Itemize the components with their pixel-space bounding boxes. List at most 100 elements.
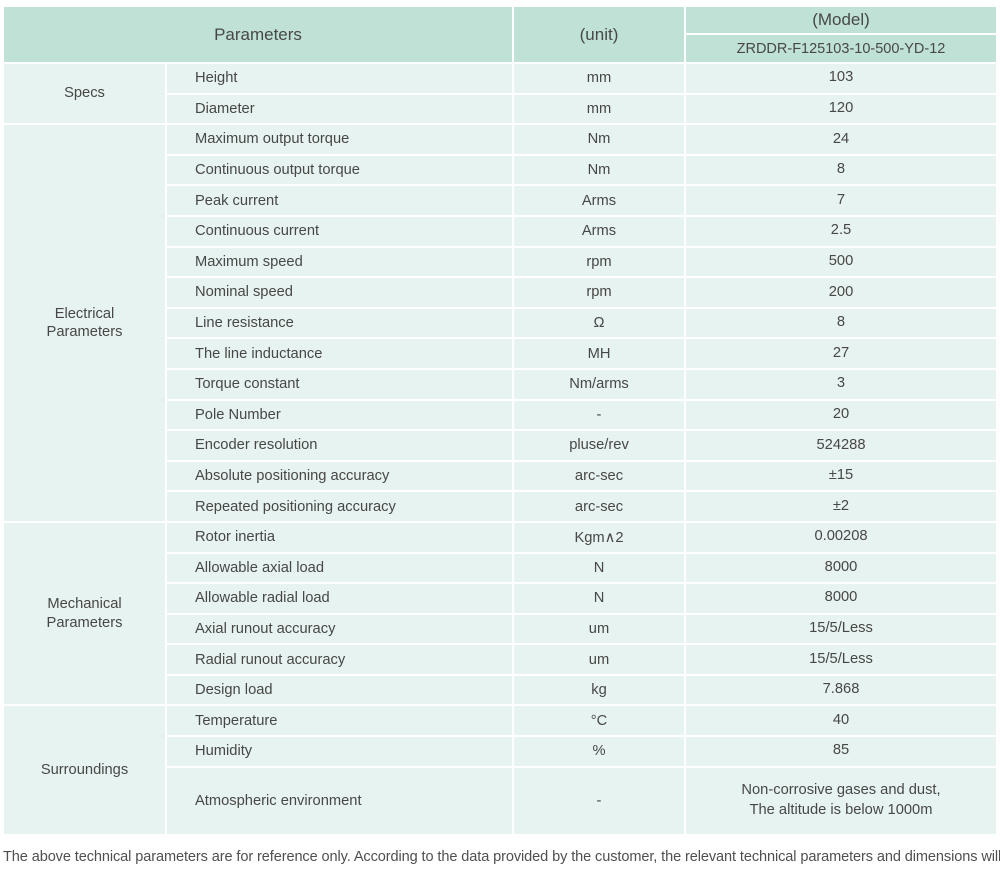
unit-value: mm [514,64,684,93]
model-value: 103 [686,64,996,93]
unit-value: MH [514,339,684,368]
unit-value: N [514,584,684,613]
unit-value: - [514,400,684,430]
parameter-name: Repeated positioning accuracy [167,492,512,521]
table-row: Repeated positioning accuracy arc-sec ±2 [4,492,996,521]
table-body: Specs Height mm 103 Diameter mm 120 Electrical … [4,64,996,834]
unit-value: Ω [514,308,684,338]
table-row: Electrical Parameters Maximum output torq… [4,125,996,521]
model-value: Non-corrosive gases and dust, The altitu… [686,767,996,834]
header-model-number: ZRDDR-F125103-10-500-YD-12 [686,35,996,62]
unit-value: um [514,614,684,644]
model-value: 85 [686,737,996,766]
unit-value: pluse/rev [514,431,684,460]
unit-value: Arms [514,216,684,246]
unit-value: Nm [514,155,684,185]
model-value: 2.5 [686,216,996,246]
parameters-table: Parameters (unit) (Model) ZRDDR-F125103-… [2,5,998,836]
parameter-name: The line inductance [167,339,512,368]
table-row: Pole Number -20 [4,400,996,430]
table-row: Surroundings Temperature °C 40 [4,706,996,834]
spec-sheet-page: Parameters (unit) (Model) ZRDDR-F125103-… [2,5,1000,865]
table-row: Design load kg 7.868 [4,675,996,705]
parameter-name: Allowable radial load [167,584,512,613]
parameter-name: Atmospheric environment [167,767,512,834]
table-row: Torque constant Nm/arms 3 [4,369,996,399]
parameter-name: Maximum output torque [167,125,512,154]
table-row: Radial runout accuracy um 15/5/Less [4,645,996,674]
unit-value: Kgm∧2 [514,522,684,552]
parameter-name: Nominal speed [167,278,512,307]
model-value: 3 [686,369,996,399]
table-row: Specs Height mm 103 [4,64,996,124]
parameter-name: Rotor inertia [167,522,512,552]
model-value: ±15 [686,461,996,491]
parameter-name: Absolute positioning accuracy [167,461,512,491]
model-value: 20 [686,400,996,430]
unit-value: °C [514,706,684,736]
parameter-name: Radial runout accuracy [167,645,512,674]
table-header: Parameters (unit) (Model) ZRDDR-F125103-… [4,7,996,62]
unit-value: mm [514,94,684,124]
model-value: 15/5/Less [686,614,996,644]
parameter-name: Axial runout accuracy [167,614,512,644]
model-value: 27 [686,339,996,368]
unit-value: Nm [514,125,684,154]
parameter-name: Pole Number [167,400,512,430]
table-row: Peak current Arms 7 [4,186,996,215]
table-row: Allowable radial load N 8000 [4,584,996,613]
table-row: Absolute positioning accuracy arc-sec ±15 [4,461,996,491]
table-row: Allowable axial load N 8000 [4,553,996,583]
footer-note: The above technical parameters are for r… [3,848,1000,865]
parameter-name: Temperature [167,706,512,736]
parameter-name: Maximum speed [167,247,512,277]
table-row: Maximum speed rpm 500 [4,247,996,277]
table-row: Continuous current Arms 2.5 [4,216,996,246]
unit-value: um [514,645,684,674]
parameter-name: Humidity [167,737,512,766]
unit-value: Nm/arms [514,369,684,399]
model-value: 40 [686,706,996,736]
section-category-label: Surroundings [4,706,165,834]
unit-value: kg [514,675,684,705]
unit-value: rpm [514,278,684,307]
unit-value: % [514,737,684,766]
section-category-label: Electrical Parameters [4,125,165,521]
unit-value: arc-sec [514,461,684,491]
unit-value: arc-sec [514,492,684,521]
model-value: 500 [686,247,996,277]
model-value: 8000 [686,553,996,583]
parameter-name: Design load [167,675,512,705]
header-model: (Model) [686,7,996,33]
table-row: Encoder resolution pluse/rev 524288 [4,431,996,460]
parameter-name: Continuous current [167,216,512,246]
header-parameters: Parameters [4,7,512,62]
parameter-name: Encoder resolution [167,431,512,460]
section-category-label: Specs [4,64,165,124]
table-row: Continuous output torque Nm 8 [4,155,996,185]
unit-value: rpm [514,247,684,277]
parameter-name: Diameter [167,94,512,124]
unit-value: N [514,553,684,583]
model-value: 120 [686,94,996,124]
header-unit: (unit) [514,7,684,62]
parameter-name: Continuous output torque [167,155,512,185]
parameter-name: Torque constant [167,369,512,399]
table-row: Atmospheric environment - Non-corrosive ga… [4,767,996,834]
table-row: Axial runout accuracy um 15/5/Less [4,614,996,644]
parameter-name: Peak current [167,186,512,215]
model-value: 8 [686,308,996,338]
model-value: 7.868 [686,675,996,705]
model-value: 524288 [686,431,996,460]
model-value: 200 [686,278,996,307]
table-row: The line inductance MH 27 [4,339,996,368]
parameter-name: Height [167,64,512,93]
parameter-name: Line resistance [167,308,512,338]
model-value: 0.00208 [686,522,996,552]
unit-value: Arms [514,186,684,215]
model-value: ±2 [686,492,996,521]
model-value: 15/5/Less [686,645,996,674]
unit-value: - [514,767,684,834]
model-value: 7 [686,186,996,215]
table-row: Mechanical Parameters Rotor inertia Kgm∧2 0… [4,522,996,705]
